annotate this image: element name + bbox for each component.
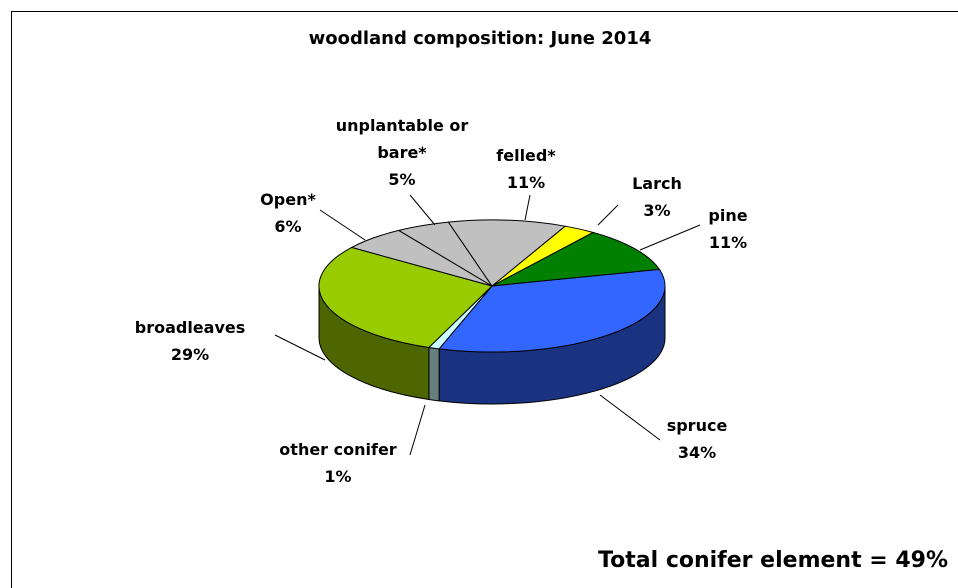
- category-name: spruce: [666, 416, 728, 435]
- category-name: pine: [708, 206, 748, 225]
- category-name: broadleaves: [134, 318, 246, 337]
- value-label: 1%: [324, 467, 352, 486]
- leader-line: [639, 224, 701, 251]
- chart-title: woodland composition: June 2014: [308, 28, 652, 49]
- chart-frame: [11, 11, 958, 588]
- slice-label: broadleaves 29%: [110, 314, 270, 368]
- category-name: unplantable or bare*: [335, 116, 469, 162]
- value-label: 34%: [677, 443, 717, 462]
- slice: [491, 231, 661, 287]
- category-name: felled*: [496, 146, 556, 165]
- category-name: other conifer: [279, 440, 397, 459]
- leader-line: [597, 204, 619, 226]
- leader-line: [599, 394, 661, 441]
- slice-label: Open* 6%: [248, 186, 328, 240]
- value-label: 29%: [170, 345, 210, 364]
- slice: [438, 268, 666, 353]
- leader-line: [319, 209, 366, 241]
- slice-label: felled* 11%: [486, 142, 566, 196]
- leader-line: [409, 404, 426, 456]
- leader-line: [274, 334, 326, 361]
- slice-label: Larch 3%: [615, 170, 700, 224]
- value-label: 3%: [643, 201, 671, 220]
- slice-label: other conifer 1%: [258, 436, 418, 490]
- leader-line: [524, 194, 531, 221]
- value-label: 11%: [708, 233, 748, 252]
- leader-line: [409, 194, 436, 226]
- annotation: Total conifer element = 49%: [598, 548, 948, 573]
- category-name: Larch: [632, 174, 682, 193]
- slice: [318, 246, 493, 348]
- slice-side: [428, 346, 440, 402]
- slice-label: spruce 34%: [657, 412, 737, 466]
- value-label: 5%: [388, 170, 416, 189]
- value-label: 6%: [274, 217, 302, 236]
- slice-label: unplantable or bare* 5%: [327, 112, 477, 193]
- slice: [447, 219, 567, 287]
- category-name: Open*: [260, 190, 316, 209]
- value-label: 11%: [506, 173, 546, 192]
- slice-label: pine 11%: [688, 202, 768, 256]
